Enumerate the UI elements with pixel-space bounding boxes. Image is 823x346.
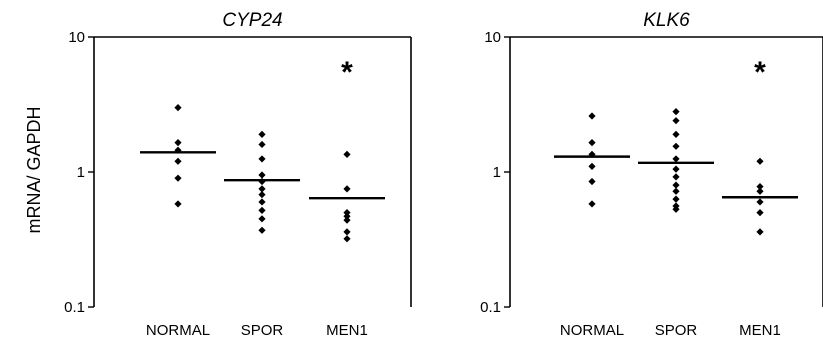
significance-asterisk: *	[754, 56, 766, 89]
panel-title: KLK6	[643, 10, 690, 31]
data-point	[258, 185, 266, 193]
data-point	[672, 187, 680, 195]
data-point	[756, 187, 764, 195]
data-point	[672, 117, 680, 125]
y-tick-label: 0.1	[64, 299, 85, 316]
y-tick-label: 1	[77, 164, 85, 181]
data-point	[672, 173, 680, 181]
x-category-label: SPOR	[655, 322, 698, 339]
data-point	[588, 177, 596, 186]
data-point	[672, 181, 680, 189]
data-point	[174, 174, 182, 182]
significance-asterisk: *	[341, 56, 353, 89]
y-tick-label: 10	[484, 29, 501, 46]
data-point	[756, 228, 764, 236]
data-point	[258, 140, 266, 149]
data-point	[756, 182, 764, 191]
data-point	[343, 185, 351, 193]
y-tick-label: 0.1	[480, 299, 501, 316]
x-category-label: SPOR	[241, 322, 284, 339]
y-tick-label: 10	[68, 29, 85, 46]
data-point	[588, 112, 596, 120]
data-point	[672, 142, 680, 150]
data-point	[258, 130, 266, 138]
data-point	[756, 198, 764, 206]
data-point	[672, 205, 680, 213]
data-point	[174, 139, 182, 147]
x-category-label: NORMAL	[560, 322, 624, 339]
x-category-label: MEN1	[326, 322, 368, 339]
data-point	[588, 139, 596, 147]
y-axis-label: mRNA/ GAPDH	[24, 106, 44, 233]
panel-title: CYP24	[222, 10, 282, 31]
data-point	[588, 200, 596, 208]
data-point	[258, 198, 266, 206]
data-point	[343, 150, 351, 159]
x-category-label: NORMAL	[146, 322, 210, 339]
data-point	[258, 215, 266, 223]
data-point	[756, 157, 764, 165]
data-point	[343, 216, 351, 224]
panel-klk6: 10 1 0.1 KLK6 NORMAL SPOR MEN1 *	[480, 10, 823, 339]
data-point	[588, 162, 596, 171]
data-point	[258, 155, 266, 163]
x-category-label: MEN1	[739, 322, 781, 339]
panel-cyp24: 10 1 0.1 CYP24 NORMAL SPOR MEN1 *	[64, 10, 412, 339]
data-point	[672, 155, 680, 163]
data-point	[258, 226, 266, 234]
data-point	[343, 212, 351, 220]
data-point	[672, 108, 680, 116]
data-point	[174, 157, 182, 165]
y-tick-label: 1	[493, 164, 501, 181]
data-point	[343, 228, 351, 236]
data-point	[672, 130, 680, 138]
data-point	[174, 200, 182, 208]
data-point	[174, 103, 182, 112]
data-point	[258, 191, 266, 199]
data-point	[672, 195, 680, 203]
data-point	[756, 209, 764, 217]
data-point	[343, 209, 351, 217]
data-point	[258, 171, 266, 179]
data-point	[672, 165, 680, 173]
data-point	[343, 235, 351, 243]
data-point	[258, 206, 266, 214]
